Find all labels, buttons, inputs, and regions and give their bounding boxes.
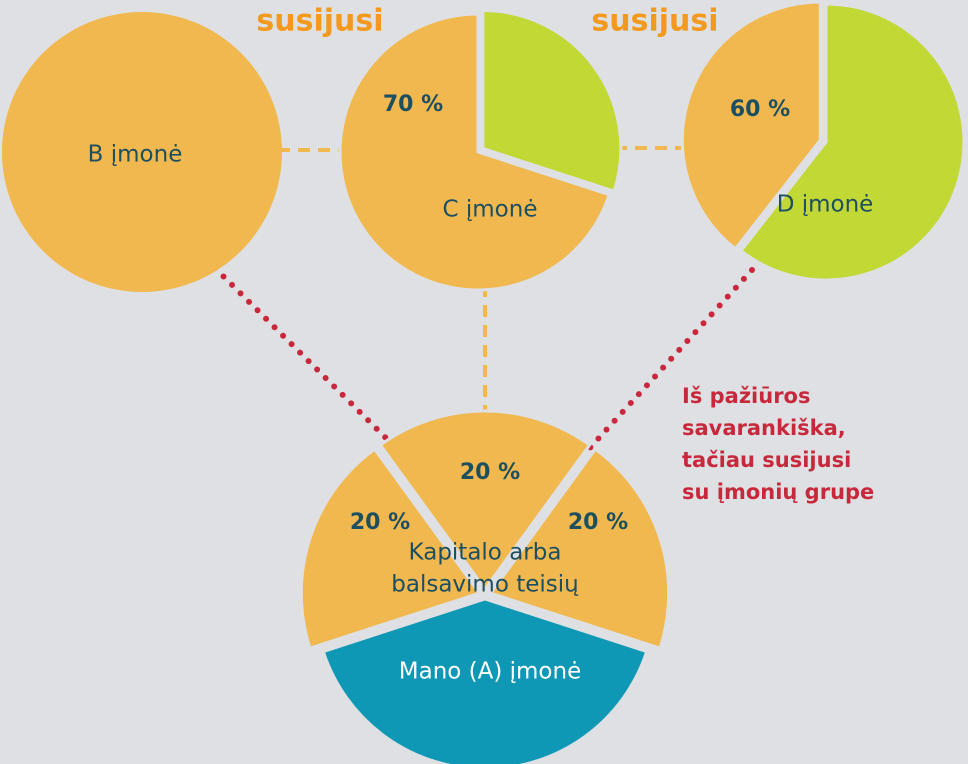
relation-label: susijusi: [256, 4, 383, 39]
pie-slice: [321, 597, 649, 764]
caption: balsavimo teisių: [391, 572, 579, 598]
node-circle: [2, 12, 282, 292]
pie-slice: [488, 447, 671, 651]
relation-label: susijusi: [591, 4, 718, 39]
pie-slice: [738, 2, 966, 282]
caption: Kapitalo arba: [409, 540, 562, 566]
pie-slice: [378, 409, 592, 592]
note-line: su įmonių grupe: [682, 480, 874, 504]
pie-slice: [338, 12, 612, 292]
pie-slice: [680, 0, 822, 251]
note-line: savarankiška,: [682, 416, 846, 440]
dotted-link: [212, 265, 398, 450]
share-label: 60 %: [730, 97, 790, 122]
node-label: B įmonė: [88, 142, 183, 168]
node-label: Mano (A) įmonė: [399, 659, 581, 685]
share-label: 70 %: [383, 92, 443, 117]
node-label: C įmonė: [443, 197, 538, 223]
pie-slice: [481, 8, 623, 194]
pie-slice: [299, 447, 482, 651]
note-line: Iš pažiūros: [682, 384, 810, 408]
node-label: D įmonė: [777, 192, 874, 218]
connectors: [212, 146, 755, 453]
share-label: 20 %: [350, 510, 410, 535]
share-label: 20 %: [460, 460, 520, 485]
note-line: tačiau susijusi: [682, 448, 851, 472]
share-label: 20 %: [568, 510, 628, 535]
dotted-link: [585, 267, 755, 453]
